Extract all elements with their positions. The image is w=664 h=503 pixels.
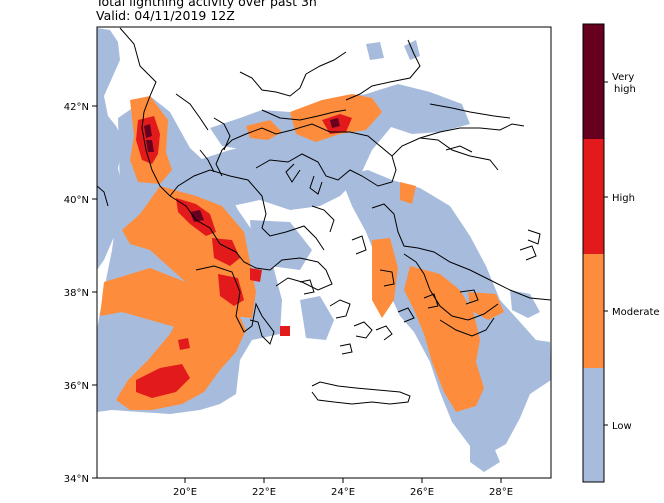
legend-swatch-high — [583, 139, 604, 254]
valid-time: Valid: 04/11/2019 12Z — [96, 8, 235, 23]
longitude-ticks: 20°E 22°E 24°E 26°E 28°E — [173, 478, 513, 498]
legend-label-high: High — [612, 193, 635, 204]
map-title: Total lightning activity over past 3h — [96, 0, 317, 9]
lat-tick-label-40: 40°N — [64, 195, 89, 206]
very-high-activity-area — [144, 118, 340, 222]
lat-tick-label-36: 36°N — [64, 381, 89, 392]
latitude-ticks: 42°N 40°N 38°N 36°N 34°N — [64, 102, 97, 485]
lon-tick-label-24: 24°E — [331, 487, 355, 498]
legend-swatch-very-high — [583, 24, 604, 139]
activity-field — [97, 27, 551, 472]
map-frame — [96, 26, 552, 479]
legend-swatch-moderate — [583, 254, 604, 368]
colorbar-frame — [582, 23, 605, 483]
lon-tick-label-26: 26°E — [410, 487, 434, 498]
lat-tick-label-38: 38°N — [64, 288, 89, 299]
legend-label-low: Low — [612, 421, 632, 432]
lat-tick-label-42: 42°N — [64, 102, 89, 113]
lon-tick-label-28: 28°E — [489, 487, 513, 498]
lat-tick-label-34: 34°N — [64, 474, 89, 485]
legend-label-very-high: Very high — [612, 72, 637, 95]
lon-tick-label-22: 22°E — [252, 487, 276, 498]
legend-swatch-low — [583, 368, 604, 482]
legend-label-moderate: Moderate — [612, 307, 660, 318]
lon-tick-label-20: 20°E — [173, 487, 197, 498]
coastlines — [97, 27, 551, 405]
colorbar-legend: Very high High Moderate Low — [582, 23, 660, 483]
